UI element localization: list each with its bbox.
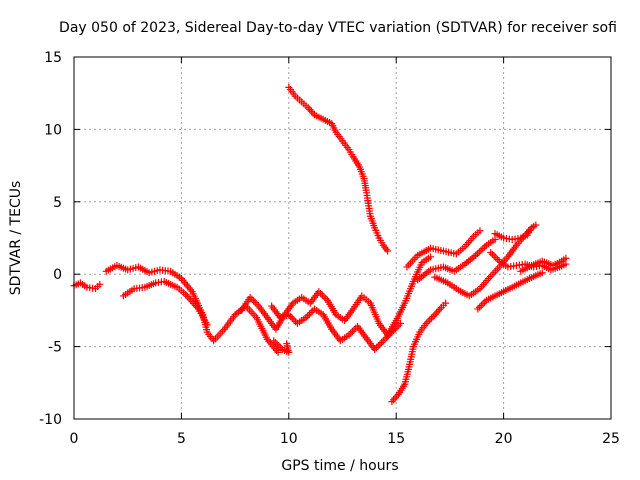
series-arc-5 — [268, 302, 404, 353]
data-point — [429, 312, 437, 320]
data-point — [436, 305, 444, 313]
data-point — [426, 316, 434, 324]
data-point — [305, 310, 313, 318]
data-point — [283, 340, 291, 348]
data-point — [477, 301, 485, 309]
data-point — [253, 300, 261, 308]
data-point — [476, 227, 484, 235]
data-point — [479, 300, 487, 308]
y-axis-ticks: -10 -5 0 5 10 15 — [39, 50, 611, 428]
x-tick-label: 0 — [70, 431, 79, 447]
series-arc-3 — [119, 277, 211, 329]
data-point — [427, 314, 435, 322]
data-point — [424, 318, 432, 326]
data-point — [307, 107, 315, 115]
data-point — [431, 311, 439, 319]
x-tick-label: 25 — [602, 431, 620, 447]
series-arc-11 — [431, 221, 540, 300]
data-point — [96, 280, 104, 288]
data-point — [187, 296, 195, 304]
data-point — [427, 253, 435, 261]
x-tick-label: 20 — [495, 431, 513, 447]
data-point — [481, 243, 489, 251]
data-point — [479, 245, 487, 253]
y-tick-label: -5 — [48, 340, 62, 356]
data-point — [251, 299, 259, 307]
x-axis-ticks: 0 5 10 15 20 25 — [70, 57, 620, 447]
data-point — [396, 319, 404, 327]
y-tick-label: 5 — [53, 195, 62, 211]
series-arc-10 — [414, 235, 499, 284]
data-point — [532, 221, 540, 229]
y-tick-label: -10 — [39, 412, 62, 428]
data-point — [442, 299, 450, 307]
series-arc-14 — [491, 224, 536, 243]
data-point — [473, 250, 481, 258]
data-point — [203, 321, 211, 329]
data-point — [320, 293, 328, 301]
chart-title: Day 050 of 2023, Sidereal Day-to-day VTE… — [59, 20, 617, 36]
data-point — [304, 312, 312, 320]
data-point — [348, 328, 356, 336]
data-point — [318, 291, 326, 299]
series-arc-12 — [474, 269, 546, 313]
series-arc-1 — [70, 279, 104, 293]
y-tick-label: 15 — [44, 50, 62, 66]
series-arc-2 — [102, 262, 282, 356]
data-point — [376, 340, 384, 348]
data-point — [475, 248, 483, 256]
x-axis-label: GPS time / hours — [281, 458, 398, 474]
y-tick-label: 0 — [53, 267, 62, 283]
data-point — [494, 255, 502, 263]
y-tick-label: 10 — [44, 122, 62, 138]
data-point — [487, 248, 495, 256]
x-tick-label: 10 — [280, 431, 298, 447]
data-point — [287, 312, 295, 320]
data-point — [528, 224, 536, 232]
data-point — [391, 394, 399, 402]
data-point — [538, 269, 546, 277]
data-point — [347, 329, 355, 337]
data-marks — [70, 83, 570, 406]
data-point — [434, 307, 442, 315]
x-tick-label: 5 — [177, 431, 186, 447]
data-point — [477, 246, 485, 254]
data-point — [374, 342, 382, 350]
plot-frame — [73, 56, 612, 420]
data-point — [350, 326, 358, 334]
series-arc-4 — [238, 253, 435, 339]
data-point — [379, 337, 387, 345]
series-arc-15 — [517, 254, 570, 275]
data-point — [306, 105, 314, 113]
data-point — [274, 348, 282, 356]
data-point — [250, 297, 258, 305]
series-arc-7 — [285, 83, 392, 255]
data-point — [378, 339, 386, 347]
series-arc-9 — [403, 227, 484, 271]
grid-lines — [74, 57, 611, 419]
data-point — [388, 398, 396, 406]
data-point — [490, 252, 498, 260]
data-point — [492, 254, 500, 262]
data-point — [384, 247, 392, 255]
series-arc-6 — [270, 337, 293, 356]
data-point — [476, 303, 484, 311]
x-tick-label: 15 — [387, 431, 405, 447]
y-axis-label: SDTVAR / TECUs — [8, 181, 24, 296]
series-arc-8 — [388, 299, 450, 406]
data-point — [474, 305, 482, 313]
data-point — [488, 250, 496, 258]
data-point — [432, 309, 440, 317]
data-point — [562, 254, 570, 262]
